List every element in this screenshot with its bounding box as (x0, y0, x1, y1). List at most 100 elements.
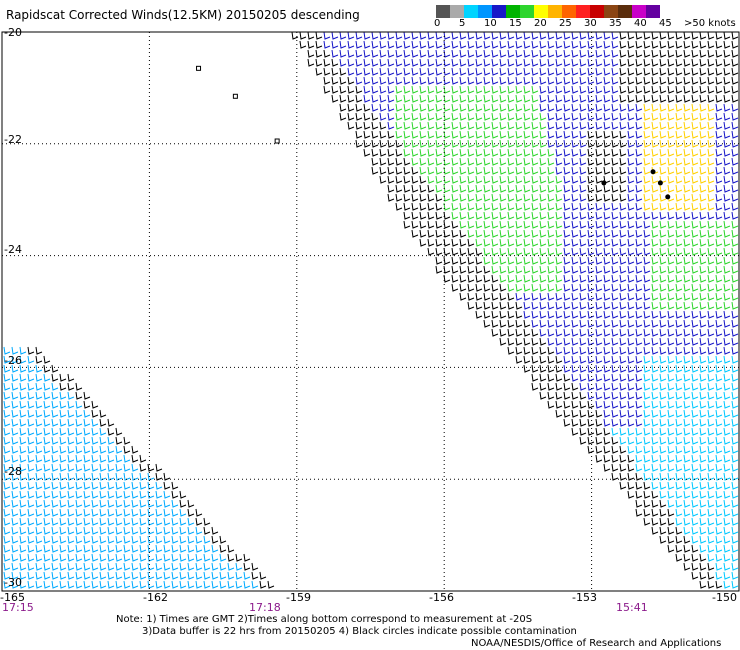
wind-barb (507, 283, 515, 292)
wind-barb (611, 157, 619, 166)
wind-barb (179, 508, 187, 517)
wind-barb (547, 157, 555, 166)
wind-barb (723, 247, 731, 256)
wind-barb (467, 184, 475, 193)
wind-barb (51, 418, 59, 427)
wind-barb (635, 265, 643, 274)
wind-barb (523, 148, 531, 157)
wind-barb (699, 94, 707, 103)
wind-barb (667, 409, 675, 418)
wind-barb (619, 328, 627, 337)
wind-barb (699, 85, 707, 94)
wind-barb (155, 508, 163, 517)
wind-barb (451, 166, 459, 175)
wind-barb (379, 157, 387, 166)
wind-barb (723, 157, 731, 166)
wind-barb (491, 31, 499, 40)
wind-barb (171, 535, 179, 544)
wind-barb (27, 454, 35, 463)
wind-barb (667, 49, 675, 58)
wind-barb (723, 148, 731, 157)
wind-barb (35, 553, 43, 562)
wind-barb (667, 463, 675, 472)
wind-barb (75, 427, 83, 436)
wind-barb (523, 256, 531, 265)
lat-label-26s: -26 (4, 354, 22, 367)
wind-barb (707, 427, 715, 436)
wind-barb (579, 364, 587, 373)
wind-barb (67, 481, 75, 490)
wind-barb (563, 220, 571, 229)
wind-barb (571, 328, 579, 337)
wind-barb (531, 229, 539, 238)
wind-barb (715, 265, 723, 274)
wind-barb (51, 508, 59, 517)
wind-barb (683, 274, 691, 283)
wind-barb (19, 517, 27, 526)
wind-barb (51, 364, 59, 373)
wind-barb (683, 202, 691, 211)
wind-barb (699, 319, 707, 328)
wind-barb (707, 463, 715, 472)
wind-barb (715, 355, 723, 364)
wind-barb (547, 49, 555, 58)
wind-barb (235, 580, 243, 589)
wind-barb (699, 427, 707, 436)
wind-barb (611, 265, 619, 274)
wind-barb (699, 67, 707, 76)
wind-barb (419, 175, 427, 184)
wind-barb (603, 391, 611, 400)
wind-barb (707, 328, 715, 337)
wind-barb (627, 481, 635, 490)
wind-barb (579, 103, 587, 112)
wind-barb (683, 328, 691, 337)
wind-barb (635, 337, 643, 346)
wind-barb (19, 436, 27, 445)
wind-barb (59, 409, 67, 418)
wind-barb (19, 445, 27, 454)
wind-barb (587, 76, 595, 85)
wind-barb (611, 103, 619, 112)
wind-barb (507, 220, 515, 229)
wind-barb (27, 400, 35, 409)
wind-barb (635, 400, 643, 409)
wind-barb (67, 562, 75, 571)
wind-barb (507, 229, 515, 238)
wind-barb (379, 112, 387, 121)
wind-barb (691, 238, 699, 247)
wind-barb (539, 184, 547, 193)
wind-barb (731, 463, 739, 472)
wind-barb (563, 166, 571, 175)
wind-barb (123, 526, 131, 535)
wind-barb (587, 409, 595, 418)
wind-barb (595, 94, 603, 103)
wind-barb (707, 49, 715, 58)
wind-barb (27, 481, 35, 490)
wind-barb (35, 364, 43, 373)
wind-barb (427, 202, 435, 211)
wind-barb (691, 418, 699, 427)
wind-barb (19, 454, 27, 463)
wind-barb (595, 247, 603, 256)
wind-barb (683, 373, 691, 382)
wind-barb (715, 310, 723, 319)
wind-barb (643, 346, 651, 355)
wind-barb (531, 220, 539, 229)
wind-barb (395, 166, 403, 175)
wind-barb (339, 85, 347, 94)
lat-lon-grid (2, 32, 739, 591)
wind-barb (531, 337, 539, 346)
wind-barb (707, 103, 715, 112)
legend-swatch (548, 5, 562, 18)
wind-barb (371, 94, 379, 103)
wind-barb (683, 103, 691, 112)
wind-barb (395, 112, 403, 121)
wind-barb (667, 175, 675, 184)
wind-barb (59, 463, 67, 472)
wind-barb (507, 76, 515, 85)
wind-barb (475, 283, 483, 292)
wind-barb (667, 76, 675, 85)
wind-barb (67, 445, 75, 454)
legend-swatch (450, 5, 464, 18)
wind-barb (659, 157, 667, 166)
